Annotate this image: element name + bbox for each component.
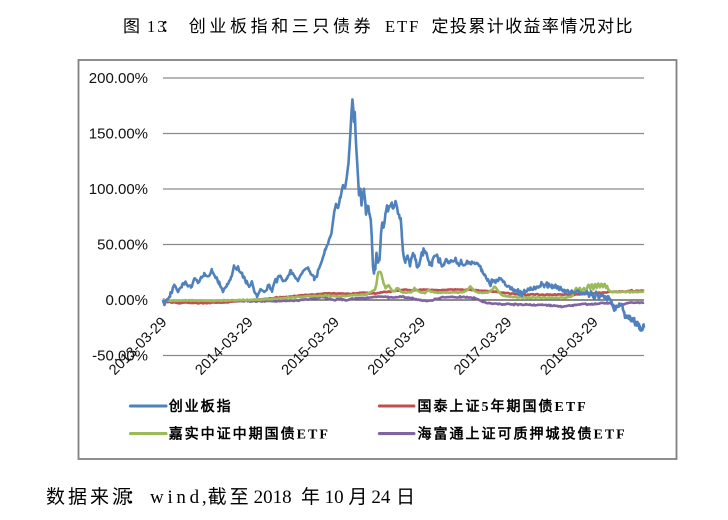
svg-text:创业板指: 创业板指 <box>168 398 233 415</box>
svg-text:150.00%: 150.00% <box>89 126 148 143</box>
svg-text:0.00%: 0.00% <box>105 292 148 309</box>
svg-text:海富通上证可质押城投债ETF: 海富通上证可质押城投债ETF <box>418 425 627 442</box>
svg-text:50.00%: 50.00% <box>97 237 148 254</box>
svg-text:嘉实中证中期国债ETF: 嘉实中证中期国债ETF <box>168 425 330 442</box>
svg-text:200.00%: 200.00% <box>89 70 148 87</box>
svg-text:国泰上证5年期国债ETF: 国泰上证5年期国债ETF <box>418 398 588 415</box>
svg-text:-50.00%: -50.00% <box>92 348 148 365</box>
svg-text:100.00%: 100.00% <box>89 181 148 198</box>
